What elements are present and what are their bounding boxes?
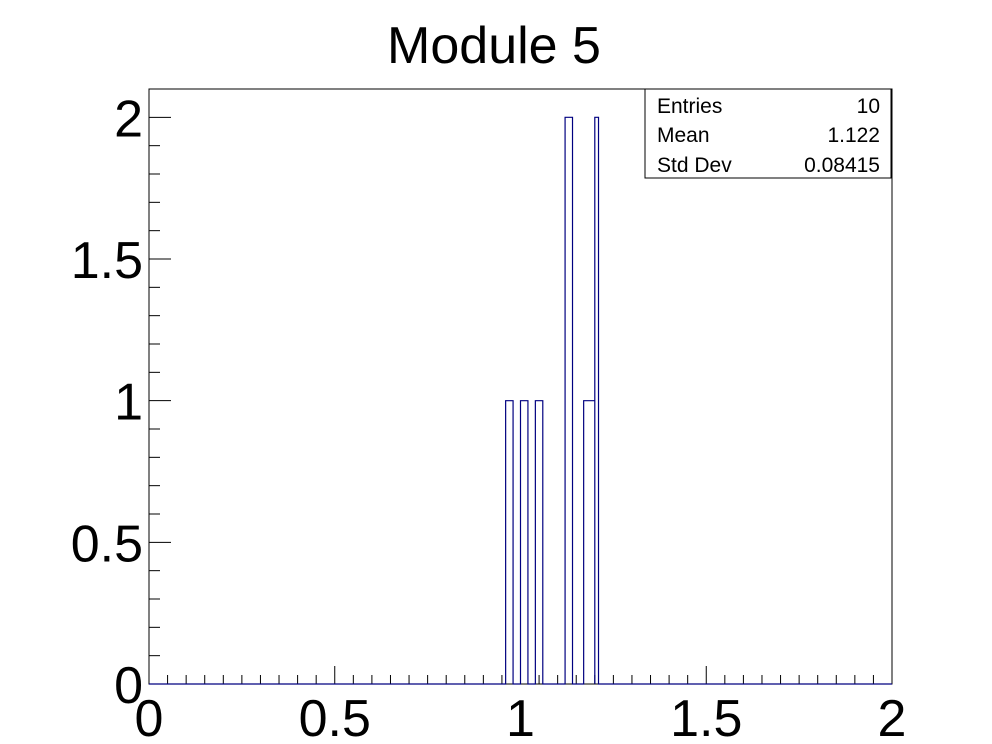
stats-stddev-label: Std Dev <box>657 154 732 177</box>
histogram-line <box>149 116 892 685</box>
histogram-bin <box>521 401 528 684</box>
y-tick-label: 2 <box>114 90 143 148</box>
y-axis-tick-labels: 0 0.5 1 1.5 2 <box>71 90 143 715</box>
stats-entries-label: Entries <box>657 95 722 118</box>
stats-mean-value: 1.122 <box>827 124 880 147</box>
x-tick-label: 2 <box>878 690 907 744</box>
x-tick-label: 0 <box>135 690 164 744</box>
stats-entries-value: 10 <box>857 95 880 118</box>
stats-mean-label: Mean <box>657 124 710 147</box>
x-tick-label: 0.5 <box>299 690 371 744</box>
histogram-bin <box>506 401 513 684</box>
histogram-bin <box>535 401 542 684</box>
y-tick-label: 1 <box>114 374 143 432</box>
axis-ticks <box>148 88 893 685</box>
y-tick-label: 1.5 <box>71 232 143 290</box>
y-tick-label: 0.5 <box>71 515 143 573</box>
stats-stddev-value: 0.08415 <box>804 154 880 177</box>
chart-title: Module 5 <box>387 17 601 75</box>
y-tick-label: 0 <box>114 657 143 715</box>
x-tick-label: 1 <box>506 690 535 744</box>
histogram-bin <box>584 401 595 684</box>
stats-box-frame <box>644 88 892 179</box>
x-tick-label: 1.5 <box>670 690 742 744</box>
histogram-bin <box>565 117 572 684</box>
stats-box: Entries 10 Mean 1.122 Std Dev 0.08415 <box>644 88 892 179</box>
x-axis-tick-labels: 0 0.5 1 1.5 2 <box>135 690 907 744</box>
